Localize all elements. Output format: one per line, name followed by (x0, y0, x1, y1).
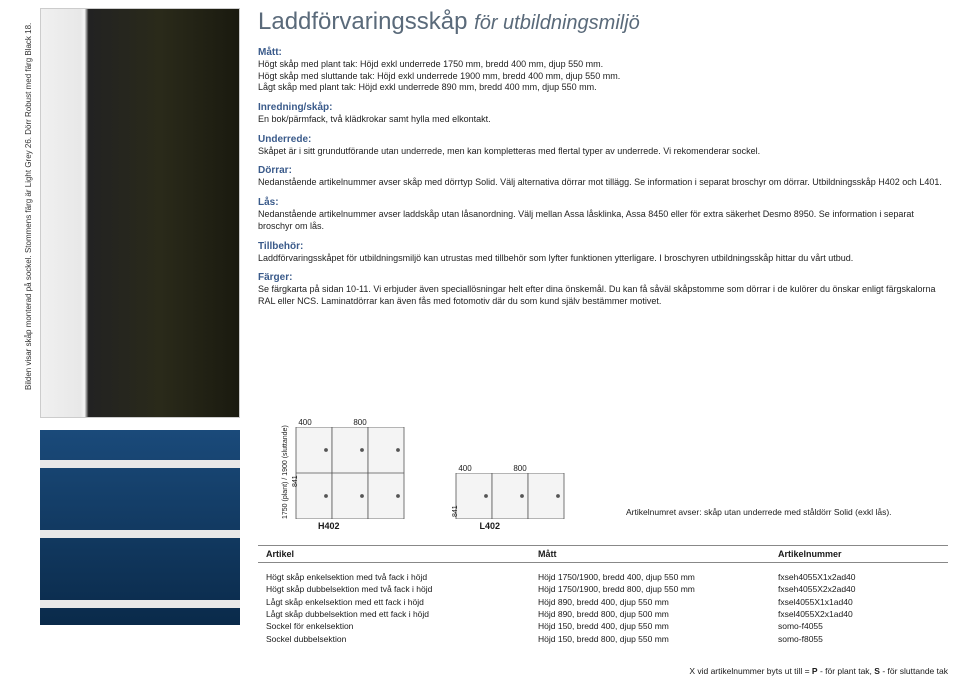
section-heading: Underrede: (258, 133, 948, 146)
cell: Sockel dubbelsektion (258, 633, 538, 645)
side-caption: Bilden visar skåp monterad på sockel. St… (24, 10, 36, 390)
dim-841: 841 (292, 475, 299, 487)
section: Färger:Se färgkarta på sidan 10-11. Vi e… (258, 271, 948, 307)
main-content: Laddförvaringsskåp för utbildningsmiljö … (258, 8, 948, 315)
cell: fxsel4055X1x1ad40 (778, 596, 948, 608)
footnote-ptxt: - för plant tak, (818, 666, 875, 676)
section-body: Högt skåp med plant tak: Höjd exkl under… (258, 59, 948, 94)
diagram-h402: 400 800 1750 (plant) / 1900 (sluttande) … (286, 418, 406, 519)
shelf-photo (40, 430, 240, 625)
footnote-stxt: - för sluttande tak (880, 666, 948, 676)
table-row: Sockel för enkelsektionHöjd 150, bredd 4… (258, 620, 948, 632)
table-row: Högt skåp enkelsektion med två fack i hö… (258, 571, 948, 583)
section-body: Skåpet är i sitt grundutförande utan und… (258, 146, 948, 158)
section: Dörrar:Nedanstående artikelnummer avser … (258, 164, 948, 189)
dim-tall: 1750 (plant) / 1900 (sluttande) (282, 425, 289, 519)
cell: Höjd 1750/1900, bredd 800, djup 550 mm (538, 583, 778, 595)
model-h402: H402 (318, 521, 340, 531)
table-row: Sockel dubbelsektionHöjd 150, bredd 800,… (258, 633, 948, 645)
dim-800: 800 (324, 418, 396, 427)
dim-841-b: 841 (452, 505, 459, 517)
section-heading: Dörrar: (258, 164, 948, 177)
dim-800-b: 800 (484, 464, 556, 473)
table-row: Lågt skåp dubbelsektion med ett fack i h… (258, 608, 948, 620)
diagrams: 400 800 1750 (plant) / 1900 (sluttande) … (258, 418, 948, 531)
section-heading: Mått: (258, 46, 948, 59)
cell: Höjd 150, bredd 400, djup 550 mm (538, 620, 778, 632)
cell: Höjd 1750/1900, bredd 400, djup 550 mm (538, 571, 778, 583)
cell: Högt skåp enkelsektion med två fack i hö… (258, 571, 538, 583)
cell: Högt skåp dubbelsektion med två fack i h… (258, 583, 538, 595)
cell: Sockel för enkelsektion (258, 620, 538, 632)
section-body: Laddförvaringsskåpet för utbildningsmilj… (258, 253, 948, 265)
table-row: Högt skåp dubbelsektion med två fack i h… (258, 583, 948, 595)
section: Tillbehör:Laddförvaringsskåpet för utbil… (258, 240, 948, 265)
dim-400: 400 (286, 418, 324, 427)
cell: fxsel4055X2x1ad40 (778, 608, 948, 620)
article-table: Artikel Mått Artikelnummer Högt skåp enk… (258, 545, 948, 645)
section: Mått:Högt skåp med plant tak: Höjd exkl … (258, 46, 948, 94)
th-matt: Mått (538, 549, 778, 559)
section-body: Nedanstående artikelnummer avser laddskå… (258, 209, 948, 232)
title-main: Laddförvaringsskåp (258, 8, 467, 35)
model-l402: L402 (480, 521, 501, 531)
table-head: Artikel Mått Artikelnummer (258, 545, 948, 563)
dim-400-b: 400 (446, 464, 484, 473)
side-caption-text: Bilden visar skåp monterad på sockel. St… (24, 23, 33, 390)
footnote-pre: X vid artikelnummer byts ut till = (689, 666, 812, 676)
page-title: Laddförvaringsskåp för utbildningsmiljö (258, 8, 948, 36)
section-heading: Lås: (258, 196, 948, 209)
section: Inredning/skåp:En bok/pärmfack, två kläd… (258, 101, 948, 126)
th-artnr: Artikelnummer (778, 549, 948, 559)
table-row: Lågt skåp enkelsektion med ett fack i hö… (258, 596, 948, 608)
cell: Höjd 890, bredd 800, djup 500 mm (538, 608, 778, 620)
section-body: Nedanstående artikelnummer avser skåp me… (258, 177, 948, 189)
cell: fxseh4055X1x2ad40 (778, 571, 948, 583)
cell: fxseh4055X2x2ad40 (778, 583, 948, 595)
section: Underrede:Skåpet är i sitt grundutförand… (258, 133, 948, 158)
section-heading: Tillbehör: (258, 240, 948, 253)
section-body: Se färgkarta på sidan 10-11. Vi erbjuder… (258, 284, 948, 307)
article-note: Artikelnumret avser: skåp utan underrede… (626, 507, 892, 519)
section-heading: Inredning/skåp: (258, 101, 948, 114)
footnote: X vid artikelnummer byts ut till = P - f… (689, 666, 948, 676)
cell: Höjd 890, bredd 400, djup 550 mm (538, 596, 778, 608)
diagram-l402: 400 800 841 (446, 464, 566, 519)
l402-svg (446, 473, 566, 519)
section-body: En bok/pärmfack, två klädkrokar samt hyl… (258, 114, 948, 126)
section-heading: Färger: (258, 271, 948, 284)
cell: somo-f8055 (778, 633, 948, 645)
cabinet-photo (40, 8, 240, 418)
table-body: Högt skåp enkelsektion med två fack i hö… (258, 563, 948, 645)
cell: Lågt skåp dubbelsektion med ett fack i h… (258, 608, 538, 620)
th-artikel: Artikel (258, 549, 538, 559)
cell: Höjd 150, bredd 800, djup 550 mm (538, 633, 778, 645)
h402-svg (286, 427, 406, 519)
section: Lås:Nedanstående artikelnummer avser lad… (258, 196, 948, 232)
cell: Lågt skåp enkelsektion med ett fack i hö… (258, 596, 538, 608)
title-sub: för utbildningsmiljö (474, 12, 640, 34)
cell: somo-f4055 (778, 620, 948, 632)
